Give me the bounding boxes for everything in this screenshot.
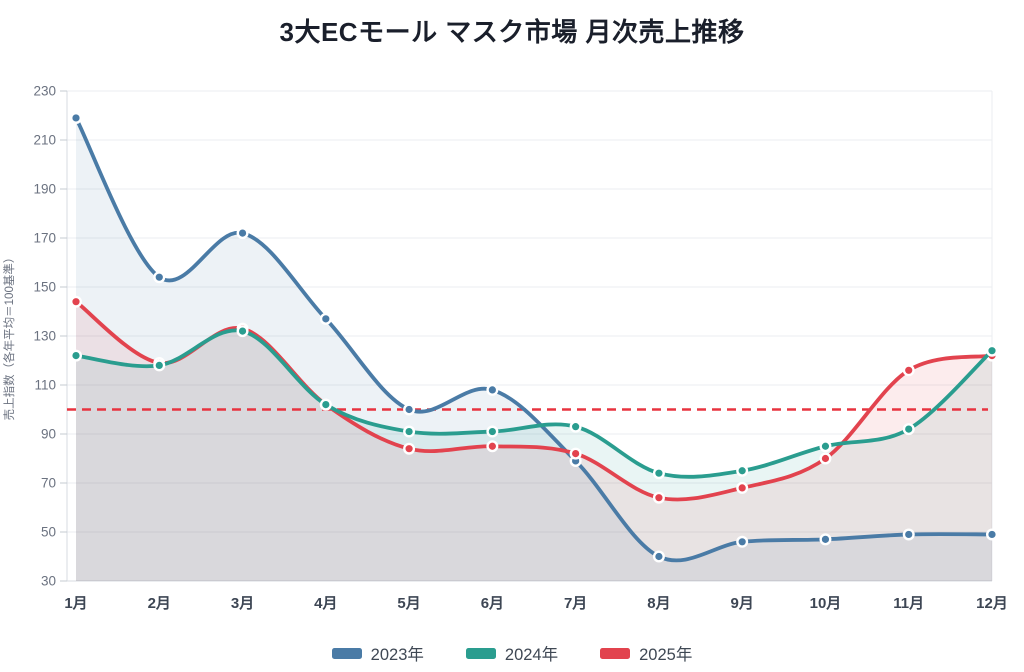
legend-item-2024年[interactable]: 2024年 — [465, 641, 559, 665]
legend-label: 2025年 — [639, 646, 693, 664]
y-tick-label: 70 — [41, 476, 56, 491]
x-axis-label: 4月 — [314, 595, 337, 612]
x-axis-label: 2月 — [148, 595, 171, 612]
y-tick-label: 230 — [33, 84, 56, 99]
x-axis-label: 3月 — [231, 595, 254, 612]
legend-swatch-icon — [600, 647, 631, 659]
area-fill-2024年 — [76, 330, 992, 581]
data-point-2025年-10月 — [819, 452, 832, 465]
y-tick-label: 190 — [33, 182, 56, 197]
data-point-2024年-6月 — [486, 425, 499, 438]
data-point-2024年-7月 — [569, 420, 582, 433]
data-point-2025年-6月 — [486, 440, 499, 453]
series-2024年 — [69, 325, 999, 480]
data-point-2023年-6月 — [486, 383, 499, 396]
area-fill-2025年 — [76, 301, 992, 581]
legend-label: 2024年 — [504, 646, 559, 664]
data-point-2023年-2月 — [153, 271, 166, 284]
data-point-2023年-3月 — [236, 227, 249, 240]
data-point-2023年-11月 — [902, 528, 915, 541]
data-point-2025年-1月 — [69, 295, 82, 308]
data-point-2023年-10月 — [819, 533, 832, 546]
data-point-2023年-12月 — [986, 528, 999, 541]
legend-swatch-icon — [331, 647, 362, 659]
data-point-2024年-11月 — [902, 423, 915, 436]
x-axis-label: 6月 — [481, 595, 504, 612]
data-point-2024年-2月 — [153, 359, 166, 372]
y-tick-label: 110 — [34, 378, 56, 393]
line-chart: 30 50 70 90 110 130 150 170 190 210 230 1月 2月 3月 4月 5月 6… — [2, 84, 1008, 613]
y-tick-label: 50 — [41, 525, 56, 540]
y-axis-title: 売上指数（各年平均＝100基準） — [2, 252, 16, 421]
axes: 30 50 70 90 110 130 150 170 190 210 230 — [33, 84, 993, 589]
y-tick-label: 210 — [33, 133, 56, 148]
x-axis-label: 12月 — [976, 595, 1008, 612]
chart-legend: 2023年 2024年 2025年 — [0, 641, 1024, 665]
data-point-2025年-7月 — [569, 447, 582, 460]
line-2024年 — [74, 328, 994, 479]
x-axis-label: 5月 — [397, 595, 420, 612]
x-axis-label: 7月 — [564, 595, 587, 612]
data-point-2023年-9月 — [736, 535, 749, 548]
data-point-2023年-1月 — [69, 111, 82, 124]
area-fill-2023年 — [76, 117, 992, 581]
legend-label: 2023年 — [370, 646, 424, 664]
data-point-2023年-5月 — [403, 403, 416, 416]
x-axis-label: 9月 — [731, 595, 754, 612]
x-axis-label: 1月 — [64, 595, 87, 612]
data-point-2025年-5月 — [403, 442, 416, 455]
x-axis-label: 10月 — [810, 595, 842, 612]
x-axis-label: 11月 — [893, 595, 924, 612]
data-point-2024年-3月 — [236, 325, 249, 338]
area-fills — [76, 117, 992, 581]
y-tick-label: 170 — [33, 231, 56, 246]
legend-item-2025年[interactable]: 2025年 — [600, 641, 692, 665]
data-point-2025年-9月 — [736, 481, 749, 494]
x-axis-label: 8月 — [647, 595, 670, 612]
data-point-2024年-9月 — [736, 464, 749, 477]
data-point-2024年-1月 — [69, 349, 82, 362]
data-point-2024年-12月 — [986, 344, 999, 357]
data-point-2024年-5月 — [403, 425, 416, 438]
data-point-2024年-10月 — [819, 440, 832, 453]
data-point-2023年-8月 — [652, 550, 665, 563]
chart-title: 3大ECモール マスク市場 月次売上推移 — [279, 17, 745, 47]
y-tick-label: 90 — [41, 427, 56, 442]
y-tick-label: 130 — [33, 329, 56, 344]
data-point-2025年-11月 — [902, 364, 915, 377]
series-2023年 — [69, 111, 999, 563]
x-axis-labels: 1月 2月 3月 4月 5月 6月 7月 8月 9月 10月 11月 12月 — [64, 595, 1008, 612]
y-tick-label: 30 — [41, 574, 56, 589]
data-point-2024年-8月 — [652, 467, 665, 480]
y-tick-label: 150 — [33, 280, 56, 295]
data-point-2025年-8月 — [652, 491, 665, 504]
gridlines — [67, 90, 992, 582]
data-point-2023年-4月 — [319, 312, 332, 325]
data-point-2024年-4月 — [319, 398, 332, 411]
legend-item-2023年[interactable]: 2023年 — [331, 641, 424, 665]
legend-swatch-icon — [465, 647, 496, 659]
